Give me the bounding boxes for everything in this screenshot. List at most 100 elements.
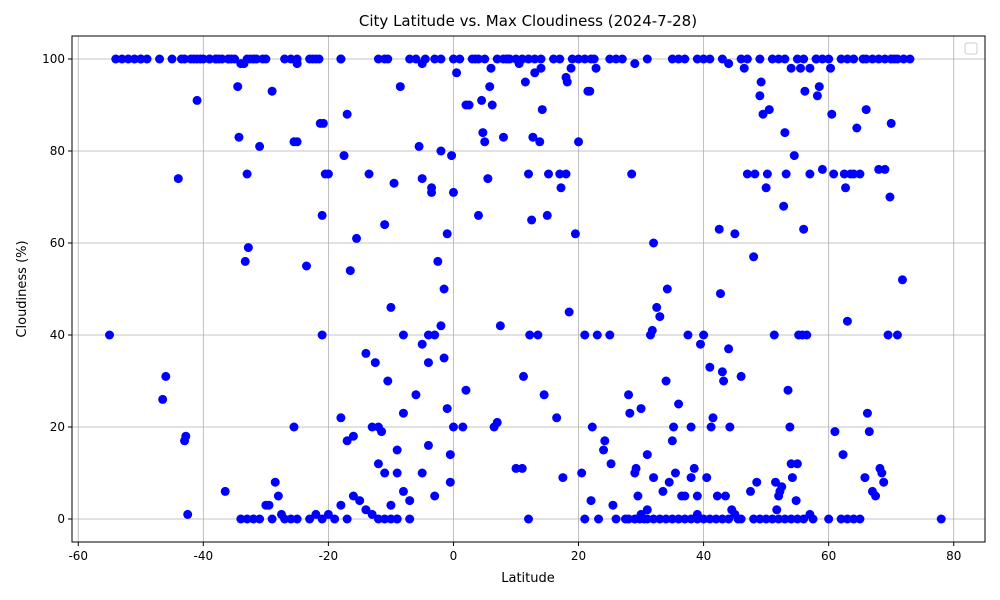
data-point — [617, 54, 627, 64]
data-point — [680, 514, 690, 524]
data-point — [251, 54, 261, 64]
chart-title: City Latitude vs. Max Cloudiness (2024-7… — [359, 12, 697, 30]
data-point — [662, 284, 672, 294]
data-point — [594, 514, 604, 524]
data-point — [905, 54, 915, 64]
data-point — [536, 63, 546, 73]
data-point — [686, 473, 696, 483]
x-tick-label: 40 — [696, 549, 711, 563]
data-point — [600, 436, 610, 446]
data-point — [780, 514, 790, 524]
data-point — [658, 486, 668, 496]
data-point — [458, 422, 468, 432]
data-point — [786, 514, 796, 524]
data-point — [318, 118, 328, 128]
data-point — [667, 54, 677, 64]
data-point — [567, 54, 577, 64]
data-point — [724, 59, 734, 69]
data-point — [552, 413, 562, 423]
data-point — [767, 514, 777, 524]
data-point — [542, 210, 552, 220]
data-point — [705, 514, 715, 524]
data-point — [555, 54, 565, 64]
data-point — [624, 514, 634, 524]
data-point — [386, 514, 396, 524]
data-point — [289, 422, 299, 432]
data-point — [417, 468, 427, 478]
data-point — [142, 54, 152, 64]
data-point — [317, 330, 327, 340]
data-point — [699, 330, 709, 340]
data-point — [181, 431, 191, 441]
data-points — [105, 54, 946, 524]
data-point — [439, 284, 449, 294]
data-point — [877, 468, 887, 478]
data-point — [799, 54, 809, 64]
y-tick-label: 20 — [50, 420, 65, 434]
data-point — [736, 371, 746, 381]
data-point — [577, 468, 587, 478]
data-point — [767, 54, 777, 64]
data-point — [442, 229, 452, 239]
data-point — [240, 256, 250, 266]
data-point — [786, 63, 796, 73]
data-point — [117, 54, 127, 64]
data-point — [719, 376, 729, 386]
data-point — [562, 77, 572, 87]
data-point — [524, 169, 533, 179]
data-point — [511, 463, 521, 473]
data-point — [448, 187, 458, 197]
data-point — [485, 82, 495, 92]
data-point — [792, 54, 802, 64]
data-point — [699, 514, 709, 524]
data-point — [423, 440, 433, 450]
data-point — [817, 164, 827, 174]
data-point — [527, 215, 537, 225]
data-point — [342, 436, 352, 446]
data-point — [123, 54, 133, 64]
data-point — [292, 137, 302, 147]
data-point — [769, 330, 779, 340]
data-point — [611, 514, 621, 524]
data-point — [430, 330, 440, 340]
data-point — [752, 477, 762, 487]
data-point — [286, 514, 296, 524]
data-point — [392, 445, 402, 455]
data-point — [730, 229, 740, 239]
data-point — [667, 436, 677, 446]
data-point — [855, 514, 865, 524]
data-point — [796, 63, 806, 73]
data-point — [852, 123, 862, 133]
data-point — [373, 422, 383, 432]
data-point — [342, 109, 352, 119]
data-point — [314, 54, 324, 64]
data-point — [487, 100, 497, 110]
data-point — [799, 224, 809, 234]
data-point — [530, 54, 540, 64]
data-point — [745, 486, 755, 496]
data-point — [230, 54, 240, 64]
data-point — [380, 54, 390, 64]
data-point — [802, 330, 812, 340]
data-point — [708, 413, 718, 423]
data-point — [411, 54, 421, 64]
data-point — [417, 174, 427, 184]
data-point — [389, 178, 399, 188]
data-point — [839, 169, 849, 179]
data-point — [750, 169, 760, 179]
data-point — [452, 68, 462, 78]
data-point — [380, 514, 390, 524]
data-point — [430, 491, 440, 501]
data-point — [829, 169, 839, 179]
data-point — [248, 514, 258, 524]
data-point — [445, 450, 455, 460]
data-point — [774, 514, 784, 524]
data-point — [649, 514, 659, 524]
data-point — [233, 82, 243, 92]
data-point — [649, 473, 659, 483]
data-point — [842, 54, 852, 64]
data-point — [605, 54, 615, 64]
data-point — [495, 321, 505, 331]
data-point — [761, 514, 771, 524]
data-point — [242, 54, 252, 64]
